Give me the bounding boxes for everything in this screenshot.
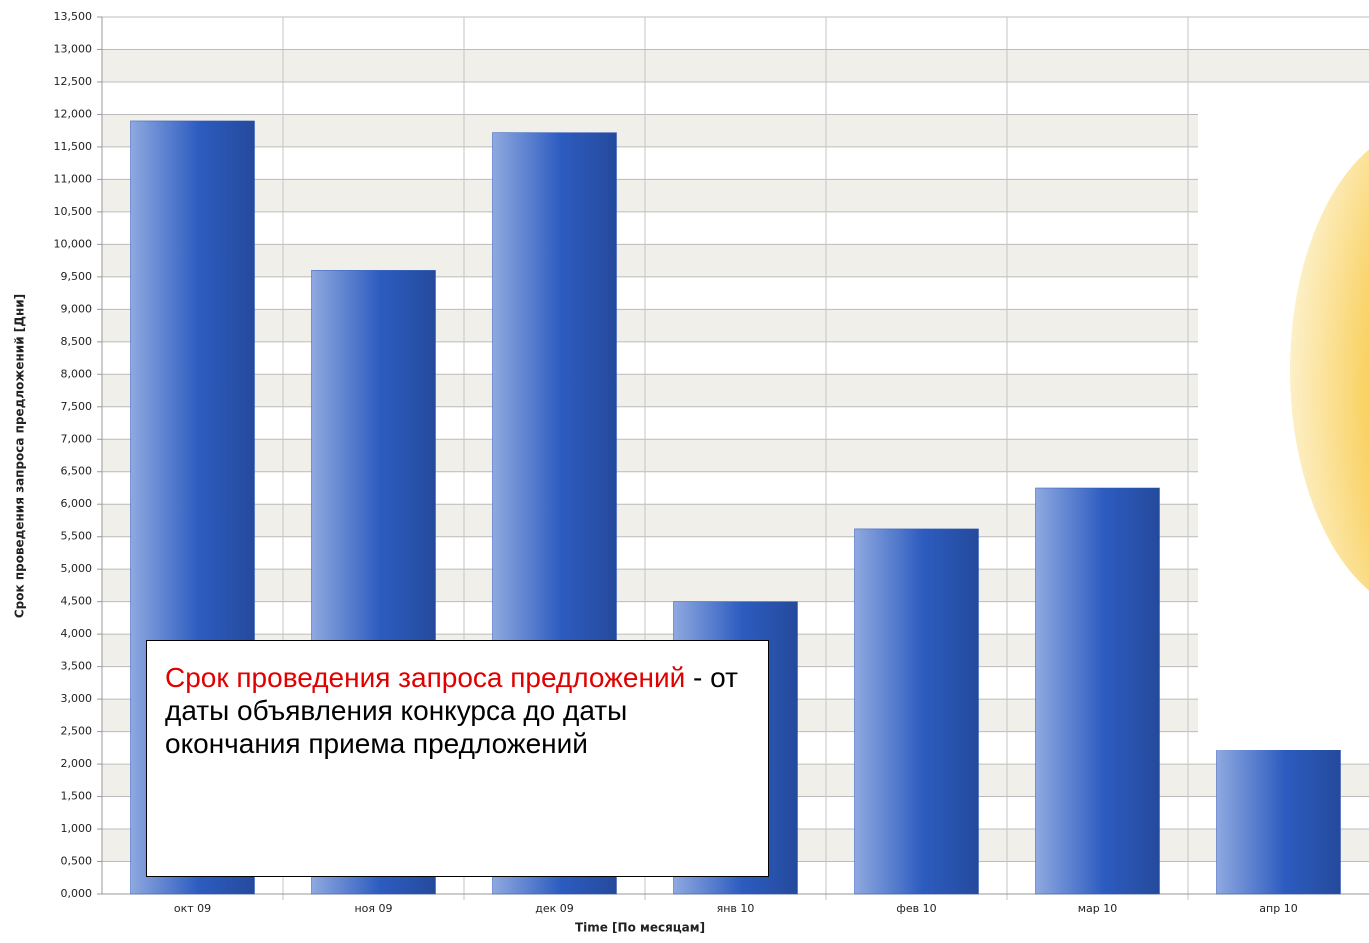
x-tick-label: апр 10 <box>1259 902 1297 915</box>
y-tick-label: 12,500 <box>54 75 93 88</box>
y-tick-label: 1,000 <box>61 822 93 835</box>
y-tick-label: 11,500 <box>54 140 93 153</box>
band <box>102 569 1369 602</box>
y-tick-label: 3,000 <box>61 692 93 705</box>
band <box>102 504 1369 537</box>
y-tick-label: 10,500 <box>54 205 93 218</box>
x-tick-label: дек 09 <box>535 902 574 915</box>
y-tick-label: 5,500 <box>61 530 93 543</box>
y-axis-label: Срок проведения запроса предложений [Дни… <box>13 294 27 618</box>
decor-circle <box>1290 149 1369 591</box>
x-tick-label: ноя 09 <box>354 902 392 915</box>
y-tick-label: 8,500 <box>61 335 93 348</box>
y-tick-label: 2,000 <box>61 757 93 770</box>
y-tick-label: 0,000 <box>61 887 93 900</box>
y-tick-label: 10,000 <box>54 237 93 250</box>
band <box>102 114 1369 147</box>
y-tick-label: 6,000 <box>61 497 93 510</box>
band <box>102 439 1369 472</box>
band <box>102 309 1369 342</box>
annotation-text: - от даты объявления конкурса до даты ок… <box>165 662 738 759</box>
annotation-highlight: Срок проведения запроса предложений <box>165 662 686 693</box>
band <box>102 244 1369 277</box>
band <box>102 49 1369 82</box>
y-tick-label: 2,500 <box>61 725 93 738</box>
y-tick-label: 7,000 <box>61 432 93 445</box>
y-tick-label: 3,500 <box>61 660 93 673</box>
y-tick-label: 4,000 <box>61 627 93 640</box>
x-tick-label: янв 10 <box>717 902 755 915</box>
annotation: Срок проведения запроса предложений - от… <box>146 640 769 877</box>
x-axis-label: Time [По месяцам] <box>575 921 705 935</box>
y-tick-label: 13,500 <box>54 10 93 23</box>
y-tick-label: 6,500 <box>61 465 93 478</box>
y-tick-label: 13,000 <box>54 42 93 55</box>
x-tick-label: окт 09 <box>174 902 211 915</box>
x-tick-label: фев 10 <box>896 902 936 915</box>
y-tick-label: 0,500 <box>61 855 93 868</box>
band <box>102 179 1369 212</box>
y-tick-label: 5,000 <box>61 562 93 575</box>
y-tick-label: 8,000 <box>61 367 93 380</box>
y-tick-label: 7,500 <box>61 400 93 413</box>
y-tick-label: 9,000 <box>61 302 93 315</box>
bar <box>854 528 979 895</box>
bar <box>1216 724 1341 895</box>
y-tick-label: 11,000 <box>54 172 93 185</box>
y-tick-label: 4,500 <box>61 595 93 608</box>
x-tick-label: мар 10 <box>1078 902 1118 915</box>
y-tick-label: 9,500 <box>61 270 93 283</box>
y-tick-label: 1,500 <box>61 790 93 803</box>
band <box>102 374 1369 407</box>
bar <box>1035 487 1160 895</box>
y-tick-label: 12,000 <box>54 107 93 120</box>
